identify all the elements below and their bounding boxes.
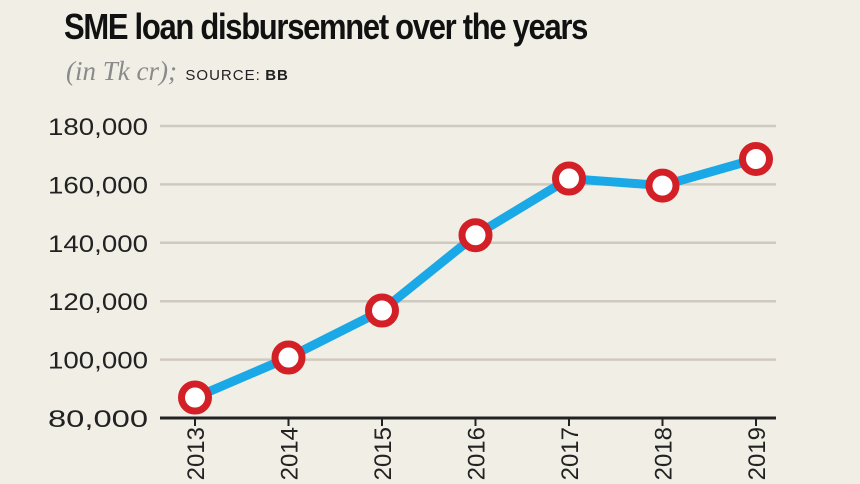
y-tick-label: 160,000 bbox=[48, 172, 148, 199]
data-point bbox=[271, 340, 306, 375]
unit-label: (in Tk cr); bbox=[66, 56, 177, 86]
y-tick-label: 180,000 bbox=[48, 114, 148, 141]
data-point bbox=[458, 218, 493, 253]
y-tick-label: 100,000 bbox=[48, 348, 148, 375]
x-tick-label: 2015 bbox=[370, 427, 397, 480]
y-tick-label: 140,000 bbox=[48, 231, 148, 258]
data-point bbox=[365, 293, 399, 328]
source-value: BB bbox=[265, 67, 289, 84]
data-point bbox=[178, 380, 212, 415]
x-tick-label: 2018 bbox=[651, 427, 678, 480]
data-markers bbox=[178, 141, 773, 415]
x-tick-label: 2016 bbox=[464, 427, 491, 480]
x-tick-label: 2019 bbox=[744, 427, 771, 480]
x-tick-label: 2013 bbox=[183, 427, 210, 480]
y-axis-ticks: 80,000 100,000 120,000 140,000 160,000 180,00… bbox=[48, 114, 148, 433]
data-point bbox=[552, 161, 586, 196]
x-tick-label: 2017 bbox=[557, 427, 584, 480]
y-tick-label: 120,000 bbox=[48, 289, 148, 316]
source-label: SOURCE: bbox=[185, 67, 261, 84]
x-tick-label: 2014 bbox=[277, 427, 304, 480]
data-point bbox=[645, 168, 680, 203]
y-tick-label: 80,000 bbox=[48, 406, 148, 433]
x-axis-ticks: 2013 2014 2015 2016 2017 2018 2019 bbox=[183, 418, 771, 480]
chart-title: SME loan disbursemnet over the years bbox=[64, 6, 588, 47]
data-point bbox=[739, 141, 773, 176]
chart-subtitle: (in Tk cr); SOURCE: BB bbox=[66, 56, 289, 87]
